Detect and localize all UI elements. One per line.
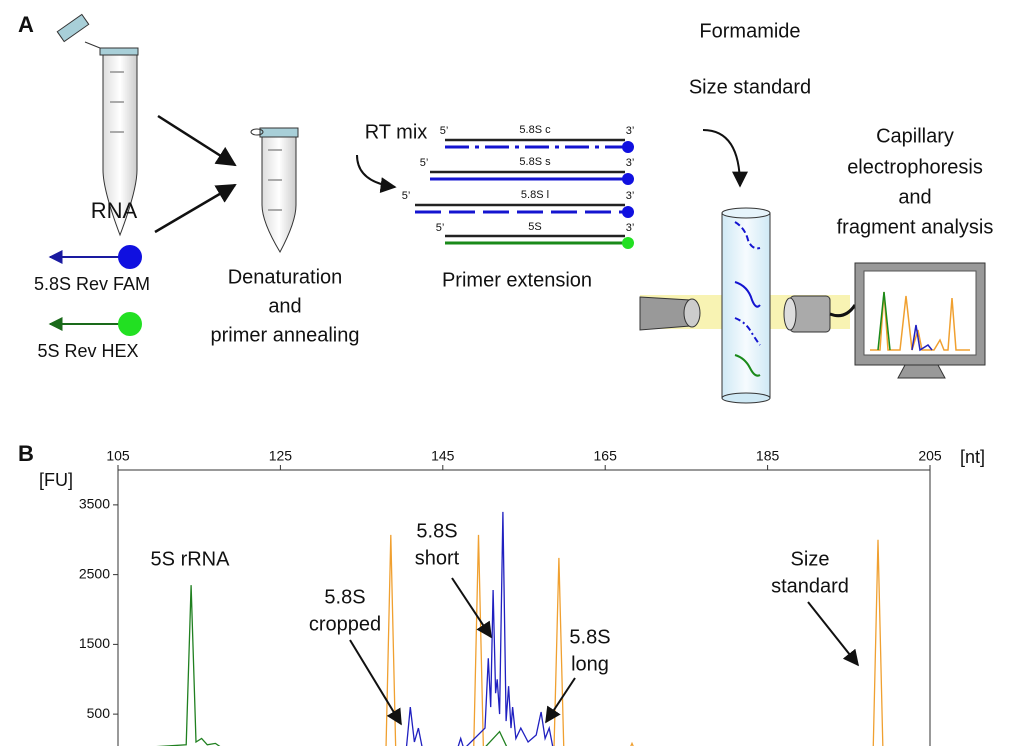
- strand-end: 5’: [436, 222, 445, 234]
- strand-end: 5’: [420, 157, 429, 169]
- x-tick-label: 125: [269, 448, 293, 464]
- trace: [118, 585, 930, 746]
- strand-label: 5.8S c: [519, 124, 551, 136]
- strand-end: 3’: [626, 157, 635, 169]
- annotation: 5S rRNA: [151, 548, 231, 570]
- step-label: Denaturation: [228, 266, 343, 288]
- y-tick-label: 500: [87, 705, 111, 721]
- arrow: [808, 602, 858, 665]
- y-tick-label: 2500: [79, 565, 110, 581]
- step-label: electrophoresis: [847, 156, 983, 178]
- x-tick-label: 185: [756, 448, 780, 464]
- arrow: [357, 155, 395, 187]
- strand-end: 3’: [626, 125, 635, 137]
- fam-dye: [118, 245, 142, 269]
- x-tick-label: 145: [431, 448, 455, 464]
- strand-end: 5’: [402, 190, 411, 202]
- strand-label: 5S: [528, 221, 541, 233]
- strand-end: 3’: [626, 190, 635, 202]
- annotation: 5.8S: [416, 520, 457, 542]
- plot: [118, 512, 930, 746]
- panel-label: B: [18, 441, 34, 466]
- annotation: 5.8S: [569, 626, 610, 648]
- annotation: short: [415, 547, 460, 569]
- reagent-label: RT mix: [365, 121, 428, 143]
- figure: A RNA 5.8S Rev FAM 5S Rev HEX Denaturati…: [0, 0, 1031, 746]
- step-label: and: [898, 186, 931, 208]
- step-label: and: [268, 295, 301, 317]
- strand-label: 5.8S s: [519, 156, 551, 168]
- strand-end: 5’: [440, 125, 449, 137]
- trace: [118, 512, 930, 746]
- y-axis-label: [FU]: [39, 470, 73, 490]
- x-axis-label: [nt]: [960, 447, 985, 467]
- tube-icon: [251, 128, 298, 252]
- annotation: long: [571, 653, 609, 675]
- arrow: [452, 578, 491, 637]
- x-tick-label: 165: [594, 448, 618, 464]
- arrow: [158, 116, 235, 165]
- plot-frame: [118, 470, 930, 746]
- arrow: [155, 185, 235, 232]
- annotation: 5.8S: [324, 586, 365, 608]
- step-label: Capillary: [876, 125, 954, 147]
- step-label: primer annealing: [211, 324, 360, 346]
- sample-label: RNA: [91, 198, 138, 223]
- primer-label: 5.8S Rev FAM: [34, 274, 150, 294]
- arrow: [703, 130, 740, 186]
- hex-dye: [118, 312, 142, 336]
- annotation: Size: [791, 548, 830, 570]
- panel-label: A: [18, 12, 34, 37]
- annotation: standard: [771, 575, 849, 597]
- strand-end: 3’: [626, 222, 635, 234]
- y-tick-label: 1500: [79, 635, 110, 651]
- primer-label: 5S Rev HEX: [37, 341, 138, 361]
- y-tick-label: 3500: [79, 496, 110, 512]
- arrow: [546, 678, 575, 722]
- x-tick-label: 205: [918, 448, 942, 464]
- step-label: fragment analysis: [837, 216, 994, 238]
- reagent-label: Size standard: [689, 76, 811, 98]
- reagent-label: Formamide: [699, 20, 800, 42]
- annotation: cropped: [309, 613, 381, 635]
- x-tick-label: 105: [106, 448, 130, 464]
- strand-label: 5.8S l: [521, 189, 549, 201]
- step-label: Primer extension: [442, 269, 592, 291]
